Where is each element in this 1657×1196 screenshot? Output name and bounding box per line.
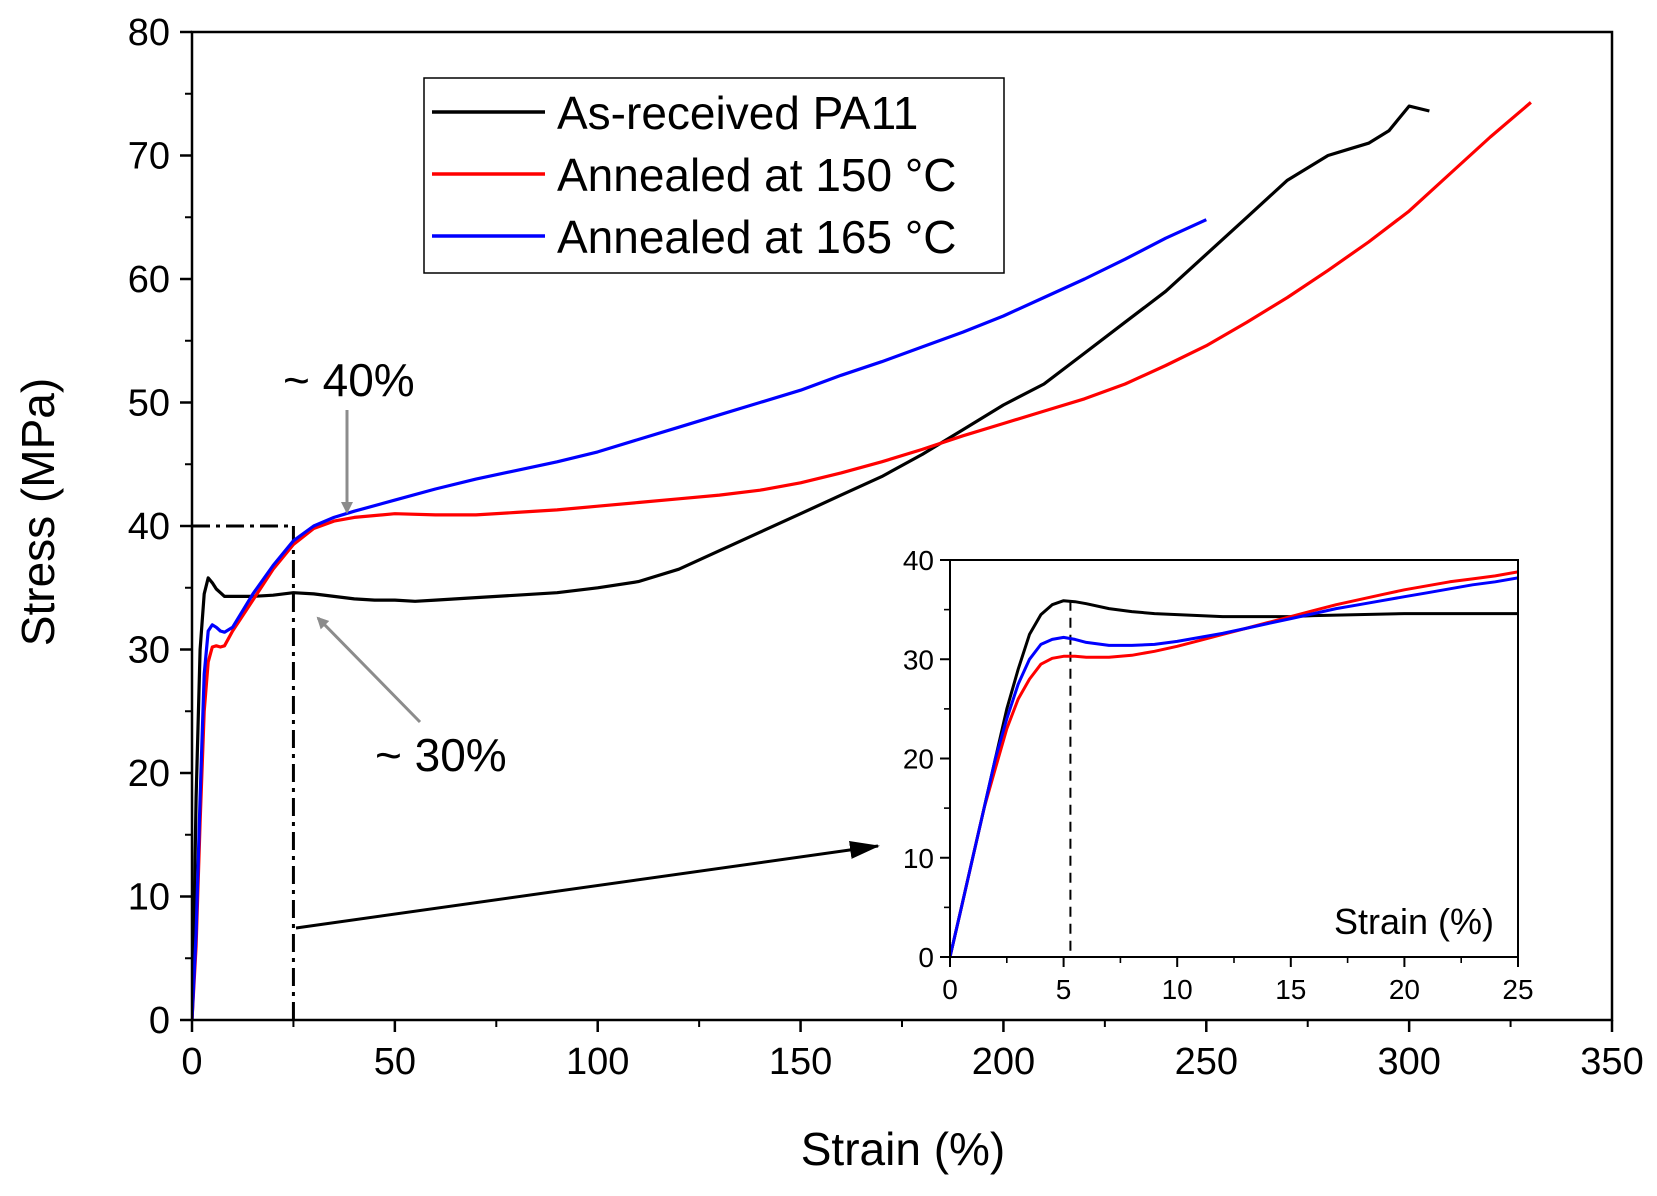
annotation-30-percent: ~ 30% [375, 729, 507, 781]
legend: As-received PA11 Annealed at 150 °C Anne… [423, 77, 1005, 274]
main-series-annealed-at-165-c [192, 218, 1207, 1021]
main-series-annealed-at-150-c [192, 101, 1532, 1021]
inset-series-annealed-at-150-c [950, 570, 1518, 957]
main-x-tick-label-300: 300 [1377, 1041, 1440, 1083]
main-y-tick-label-50: 50 [128, 383, 170, 425]
main-y-tick-label-40: 40 [128, 506, 170, 548]
annotation-30-arrow [316, 616, 422, 724]
inset-y-tick-label-20: 20 [903, 744, 934, 775]
inset-x-tick-label-0: 0 [942, 974, 958, 1005]
main-y-tick-label-80: 80 [128, 12, 170, 54]
main-x-axis-label: Strain (%) [801, 1123, 1005, 1175]
zoom-arrow [295, 840, 880, 930]
main-x-tick-label-150: 150 [769, 1041, 832, 1083]
inset-series-group [950, 570, 1518, 957]
main-y-tick-label-70: 70 [128, 136, 170, 178]
main-x-tick-label-250: 250 [1175, 1041, 1238, 1083]
main-y-tick-label-60: 60 [128, 259, 170, 301]
inset-ticks: 0 5 10 15 20 25 0 10 20 30 40 [903, 545, 1534, 1005]
main-y-tick-label-30: 30 [128, 630, 170, 672]
inset-plot: 0 5 10 15 20 25 0 10 20 30 40 Strain (%) [903, 545, 1534, 1005]
main-x-tick-label-200: 200 [972, 1041, 1035, 1083]
inset-x-tick-label-25: 25 [1502, 974, 1533, 1005]
inset-series-annealed-at-165-c [950, 576, 1518, 957]
inset-y-tick-label-0: 0 [918, 942, 934, 973]
main-y-axis-label: Stress (MPa) [12, 378, 64, 646]
legend-label-annealed-165: Annealed at 165 °C [557, 211, 956, 263]
inset-x-tick-label-10: 10 [1162, 974, 1193, 1005]
main-x-tick-label-100: 100 [566, 1041, 629, 1083]
inset-x-tick-label-15: 15 [1275, 974, 1306, 1005]
main-x-tick-label-50: 50 [374, 1041, 416, 1083]
annotations: ~ 40% ~ 30% [283, 354, 880, 930]
main-series-group [192, 101, 1532, 1021]
legend-label-annealed-150: Annealed at 150 °C [557, 149, 956, 201]
main-series-as-received-pa11 [192, 104, 1430, 1021]
annotation-40-percent: ~ 40% [283, 354, 415, 406]
inset-background [950, 560, 1518, 957]
main-y-tick-label-20: 20 [128, 753, 170, 795]
inset-y-tick-label-10: 10 [903, 843, 934, 874]
legend-label-as-received: As-received PA11 [557, 87, 918, 139]
main-y-tick-label-10: 10 [128, 877, 170, 919]
inset-x-tick-label-5: 5 [1056, 974, 1072, 1005]
inset-y-tick-label-30: 30 [903, 644, 934, 675]
main-y-tick-label-0: 0 [149, 1000, 170, 1042]
inset-y-tick-label-40: 40 [903, 545, 934, 576]
inset-x-axis-label: Strain (%) [1334, 901, 1494, 942]
inset-x-tick-label-20: 20 [1389, 974, 1420, 1005]
main-x-tick-label-0: 0 [181, 1041, 202, 1083]
main-reference-lines [192, 524, 295, 1020]
main-x-tick-label-350: 350 [1580, 1041, 1643, 1083]
